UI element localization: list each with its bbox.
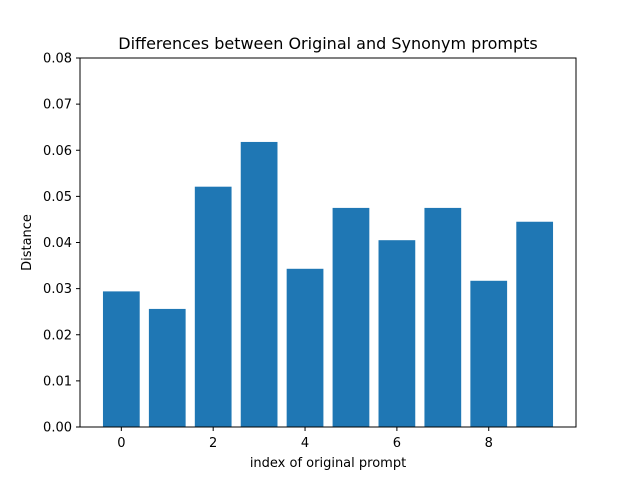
x-axis: 0 2 4 6 8 <box>117 427 493 451</box>
x-tick-label: 6 <box>393 436 401 451</box>
bar-9 <box>516 221 554 427</box>
chart-title: Differences between Original and Synonym… <box>118 34 537 53</box>
y-tick-label: 0.01 <box>43 374 72 389</box>
y-tick-label: 0.02 <box>43 328 72 343</box>
y-axis: 0.00 0.01 0.02 0.03 0.04 0.05 0.06 0.07 0.08 <box>43 52 80 436</box>
bar-0 <box>102 291 140 427</box>
bar-7 <box>424 207 462 427</box>
y-tick-label: 0.05 <box>43 190 72 205</box>
y-tick-label: 0.00 <box>43 421 72 436</box>
bar-6 <box>378 240 416 427</box>
x-tick-label: 0 <box>117 436 125 451</box>
y-axis-label: Distance <box>20 214 35 271</box>
bar-4 <box>286 268 324 427</box>
y-tick-label: 0.04 <box>43 236 72 251</box>
x-tick-label: 8 <box>485 436 493 451</box>
x-tick-label: 2 <box>209 436 217 451</box>
y-tick-label: 0.06 <box>43 144 72 159</box>
x-tick-label: 4 <box>301 436 309 451</box>
bar-3 <box>240 141 278 427</box>
bar-1 <box>148 308 186 427</box>
bar-2 <box>194 186 232 427</box>
bars-layer <box>102 141 554 427</box>
bar-8 <box>470 280 508 427</box>
y-tick-label: 0.08 <box>43 52 72 67</box>
bar-5 <box>332 207 370 427</box>
y-tick-label: 0.07 <box>43 98 72 113</box>
y-tick-label: 0.03 <box>43 282 72 297</box>
x-axis-label: index of original prompt <box>250 456 406 471</box>
